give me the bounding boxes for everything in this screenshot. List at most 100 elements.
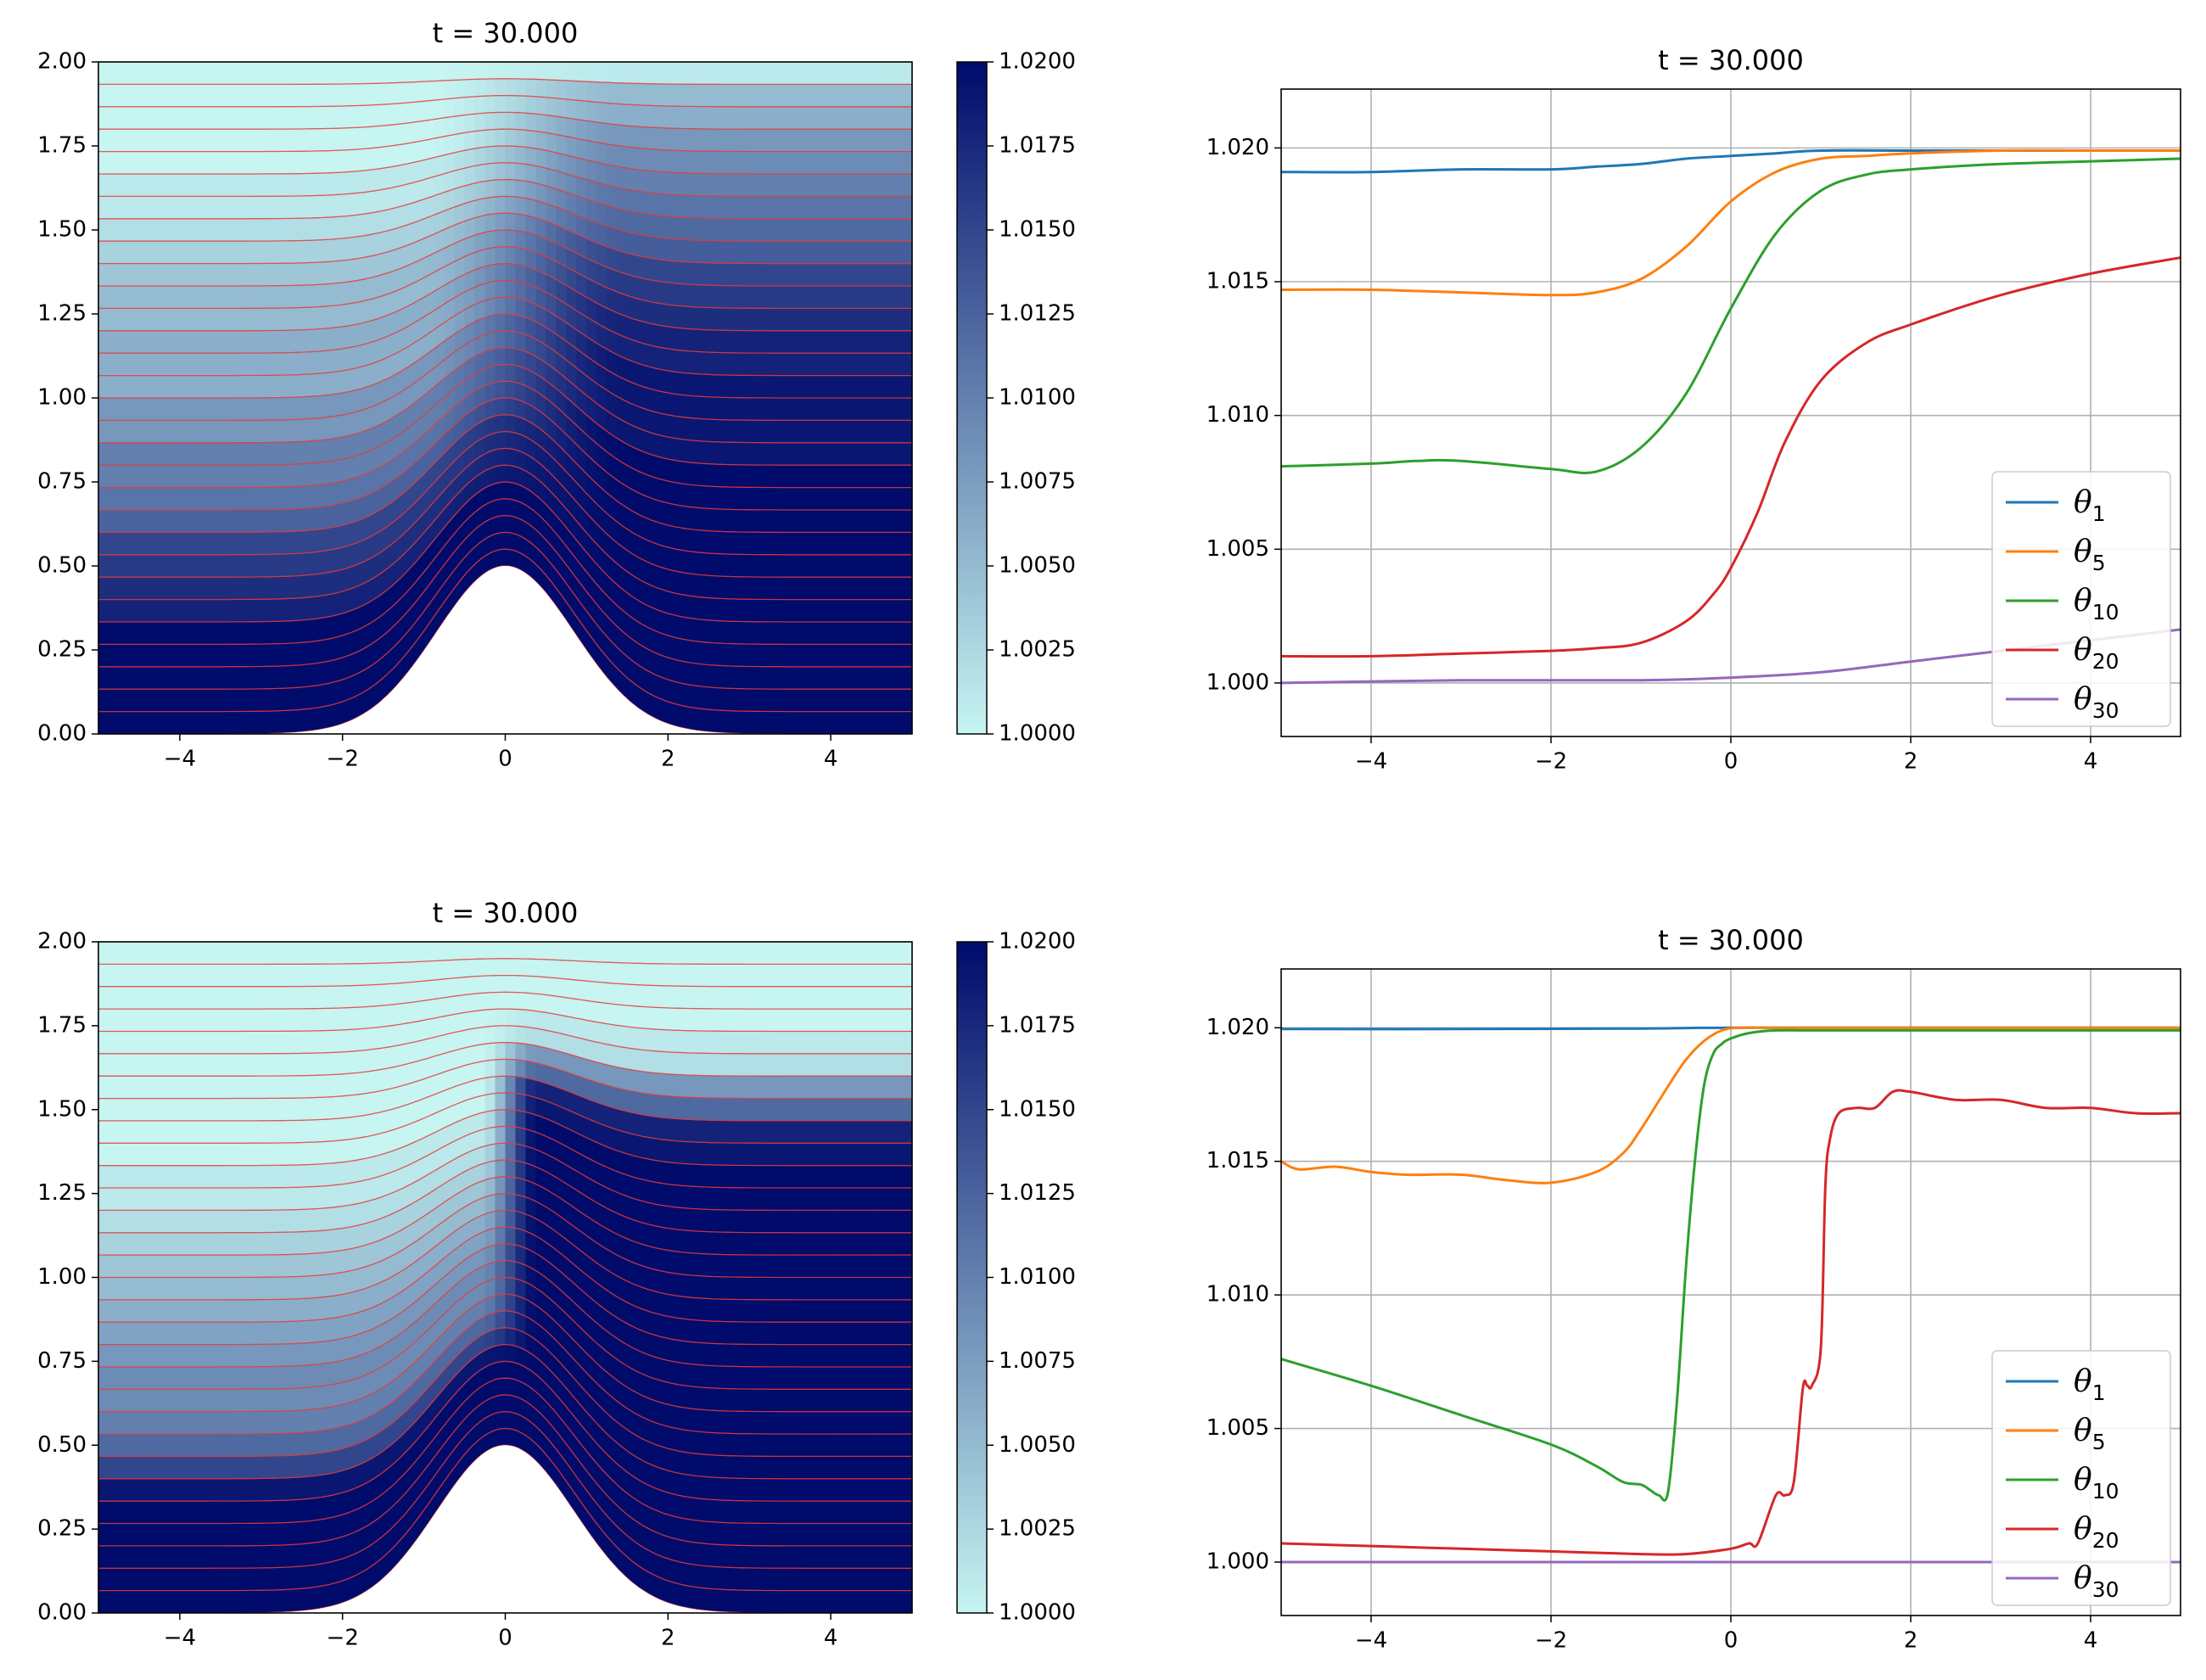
heatmap-cell — [281, 374, 293, 398]
heatmap-cell — [831, 688, 842, 712]
heatmap-cell — [668, 657, 679, 683]
heatmap-cell — [230, 1142, 242, 1166]
heatmap-cell — [393, 1310, 405, 1339]
heatmap-cell — [454, 1100, 466, 1123]
heatmap-cell — [444, 1448, 456, 1481]
heatmap-cell — [454, 203, 466, 226]
heatmap-cell — [892, 986, 903, 1010]
heatmap-cell — [535, 252, 547, 275]
heatmap-cell — [759, 195, 770, 219]
heatmap-cell — [861, 1097, 872, 1121]
heatmap-cell — [495, 991, 507, 1010]
heatmap-cell — [271, 1522, 283, 1546]
heatmap-cell — [759, 128, 770, 152]
heatmap-cell — [342, 697, 354, 724]
heatmap-cell — [698, 1341, 709, 1366]
heatmap-cell — [393, 982, 405, 1005]
heatmap-cell — [800, 62, 811, 85]
heatmap-cell — [271, 710, 283, 734]
heatmap-cell — [586, 942, 597, 962]
heatmap-cell — [128, 1388, 140, 1412]
heatmap-cell — [749, 963, 760, 987]
heatmap-cell — [434, 1387, 445, 1420]
heatmap-cell — [240, 942, 252, 965]
heatmap-cell — [474, 367, 486, 391]
layer-line — [98, 1310, 912, 1435]
heatmap-cell — [210, 1209, 221, 1233]
heatmap-cell — [189, 1120, 201, 1144]
heatmap-cell — [484, 1143, 496, 1163]
heatmap-cell — [729, 531, 740, 555]
heatmap-cell — [851, 330, 862, 354]
heatmap-cell — [454, 557, 466, 588]
heatmap-cell — [138, 1097, 150, 1121]
heatmap-cell — [861, 531, 872, 555]
heatmap-cell — [118, 531, 130, 555]
heatmap-cell — [250, 352, 262, 376]
layer-line — [98, 974, 912, 988]
heatmap-cell — [698, 239, 709, 263]
heatmap-cell — [841, 374, 852, 398]
heatmap-cell — [831, 1187, 842, 1211]
heatmap-cell — [882, 486, 893, 510]
heatmap-cell — [464, 1010, 476, 1031]
heatmap-cell — [138, 486, 150, 510]
heatmap-cell — [271, 1120, 283, 1144]
heatmap-cell — [240, 1589, 252, 1613]
heatmap-cell — [780, 1187, 791, 1211]
heatmap-cell — [871, 666, 882, 690]
heatmap-cell — [444, 1013, 456, 1035]
heatmap-cell — [332, 1249, 344, 1274]
heatmap-cell — [556, 1466, 568, 1500]
heatmap-cell — [260, 240, 272, 264]
heatmap-cell — [281, 1365, 293, 1389]
heatmap-cell — [596, 62, 607, 83]
heatmap-cell — [464, 958, 476, 977]
heatmap-cell — [240, 195, 252, 219]
heatmap-cell — [556, 1303, 568, 1333]
heatmap-cell — [749, 1589, 760, 1613]
heatmap-cell — [464, 976, 476, 995]
heatmap-cell — [729, 1432, 740, 1456]
heatmap-cell — [749, 531, 760, 555]
heatmap-cell — [403, 1141, 415, 1168]
heatmap-cell — [505, 179, 517, 197]
heatmap-cell — [210, 1097, 221, 1121]
heatmap-cell — [484, 230, 496, 249]
heatmap-cell — [770, 1455, 781, 1479]
heatmap-cell — [301, 1008, 313, 1032]
heatmap-cell — [281, 485, 293, 510]
heatmap-cell — [861, 963, 872, 987]
heatmap-cell — [301, 195, 313, 219]
heatmap-cell — [403, 1463, 415, 1496]
heatmap-cell — [739, 1187, 750, 1211]
heatmap-cell — [393, 1207, 405, 1235]
heatmap-cell — [525, 350, 537, 374]
heatmap-cell — [607, 1125, 618, 1151]
heatmap-cell — [759, 285, 770, 309]
heatmap-cell — [474, 1094, 486, 1115]
heatmap-cell — [556, 1067, 568, 1091]
heatmap-cell — [617, 103, 628, 126]
heatmap-cell — [311, 283, 323, 307]
heatmap-cell — [210, 531, 221, 555]
heatmap-cell — [637, 448, 648, 475]
heatmap-cell — [596, 1463, 607, 1496]
heatmap-cell — [688, 963, 699, 987]
heatmap-cell — [892, 1165, 903, 1189]
layer-line — [98, 958, 912, 966]
heatmap-cell — [759, 1500, 770, 1524]
heatmap-cell — [535, 1114, 547, 1137]
heatmap-cell — [372, 983, 384, 1006]
heatmap-cell — [576, 1457, 587, 1491]
heatmap-cell — [627, 1408, 638, 1436]
heatmap-cell — [138, 195, 150, 219]
heatmap-cell — [851, 554, 862, 578]
heatmap-cell — [464, 234, 476, 257]
heatmap-cell — [759, 1008, 770, 1032]
heatmap-cell — [637, 1091, 648, 1116]
heatmap-cell — [98, 1276, 109, 1300]
heatmap-cell — [871, 195, 882, 219]
heatmap-cell — [210, 963, 221, 987]
heatmap-cell — [647, 669, 658, 698]
